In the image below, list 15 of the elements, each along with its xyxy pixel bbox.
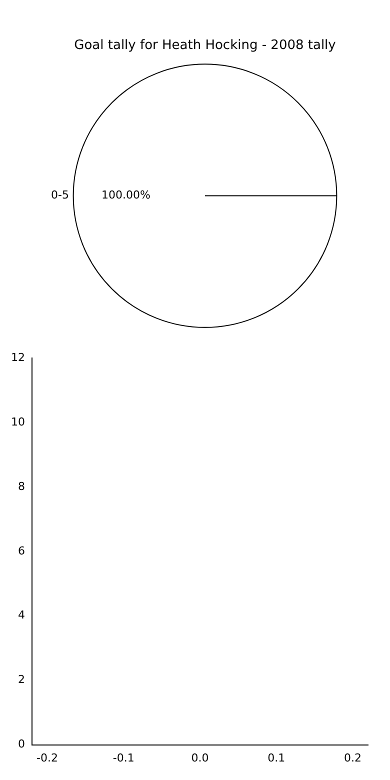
y-tick-label: 10 — [10, 415, 25, 428]
y-tick-label: 4 — [18, 608, 25, 622]
x-tick-label: 0.0 — [191, 751, 209, 764]
x-tick-label: -0.2 — [36, 751, 58, 764]
y-tick-label: 8 — [18, 480, 25, 493]
x-tick-label: 0.2 — [344, 751, 362, 764]
y-tick-label: 12 — [10, 350, 25, 364]
x-tick-label: 0.1 — [268, 751, 286, 764]
chart-title: Goal tally for Heath Hocking - 2008 tally — [74, 38, 336, 54]
y-tick-label: 0 — [18, 738, 25, 751]
data-label: 100.00% — [102, 188, 150, 202]
y-tick-label: 6 — [18, 544, 25, 558]
y-tick-label: 2 — [18, 673, 25, 686]
slice-label: 0-5 — [51, 188, 69, 202]
x-tick-label: -0.1 — [112, 751, 134, 764]
